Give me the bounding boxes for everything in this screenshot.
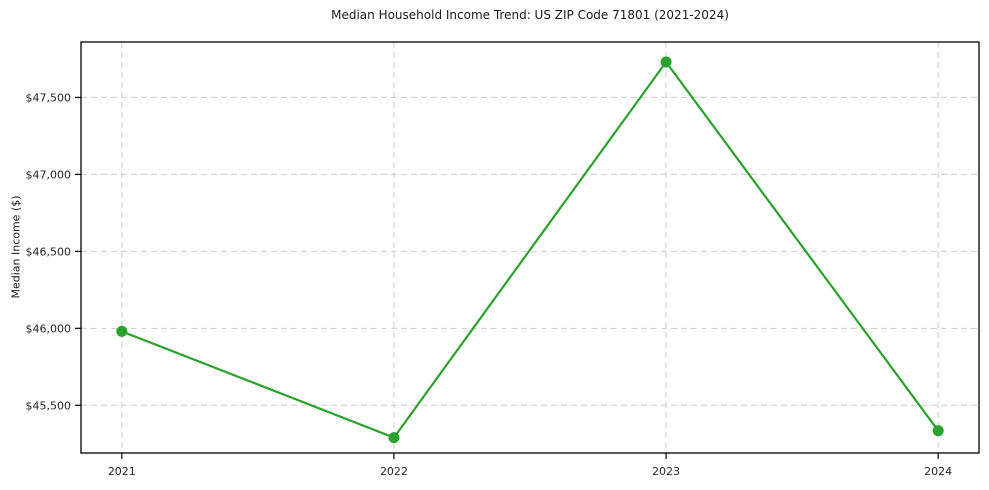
y-tick-label: $47,000	[26, 168, 72, 181]
x-tick-label: 2022	[380, 465, 408, 478]
chart-title: Median Household Income Trend: US ZIP Co…	[331, 8, 729, 22]
data-point-2021	[116, 325, 128, 337]
plot-border	[80, 41, 980, 454]
y-tick-label: $46,000	[26, 322, 72, 335]
x-tick-label: 2023	[652, 465, 680, 478]
y-tick-label: $46,500	[26, 245, 72, 258]
data-point-2023	[660, 56, 672, 68]
trend-line	[120, 60, 940, 439]
y-tick-label: $45,500	[26, 399, 72, 412]
x-tick-label: 2021	[108, 465, 136, 478]
y-tick-label: $47,500	[26, 91, 72, 104]
x-tick-label: 2024	[924, 465, 952, 478]
y-axis-title: Median Income ($)	[9, 195, 23, 299]
data-point-2024	[932, 425, 944, 437]
data-point-2022	[388, 432, 400, 444]
